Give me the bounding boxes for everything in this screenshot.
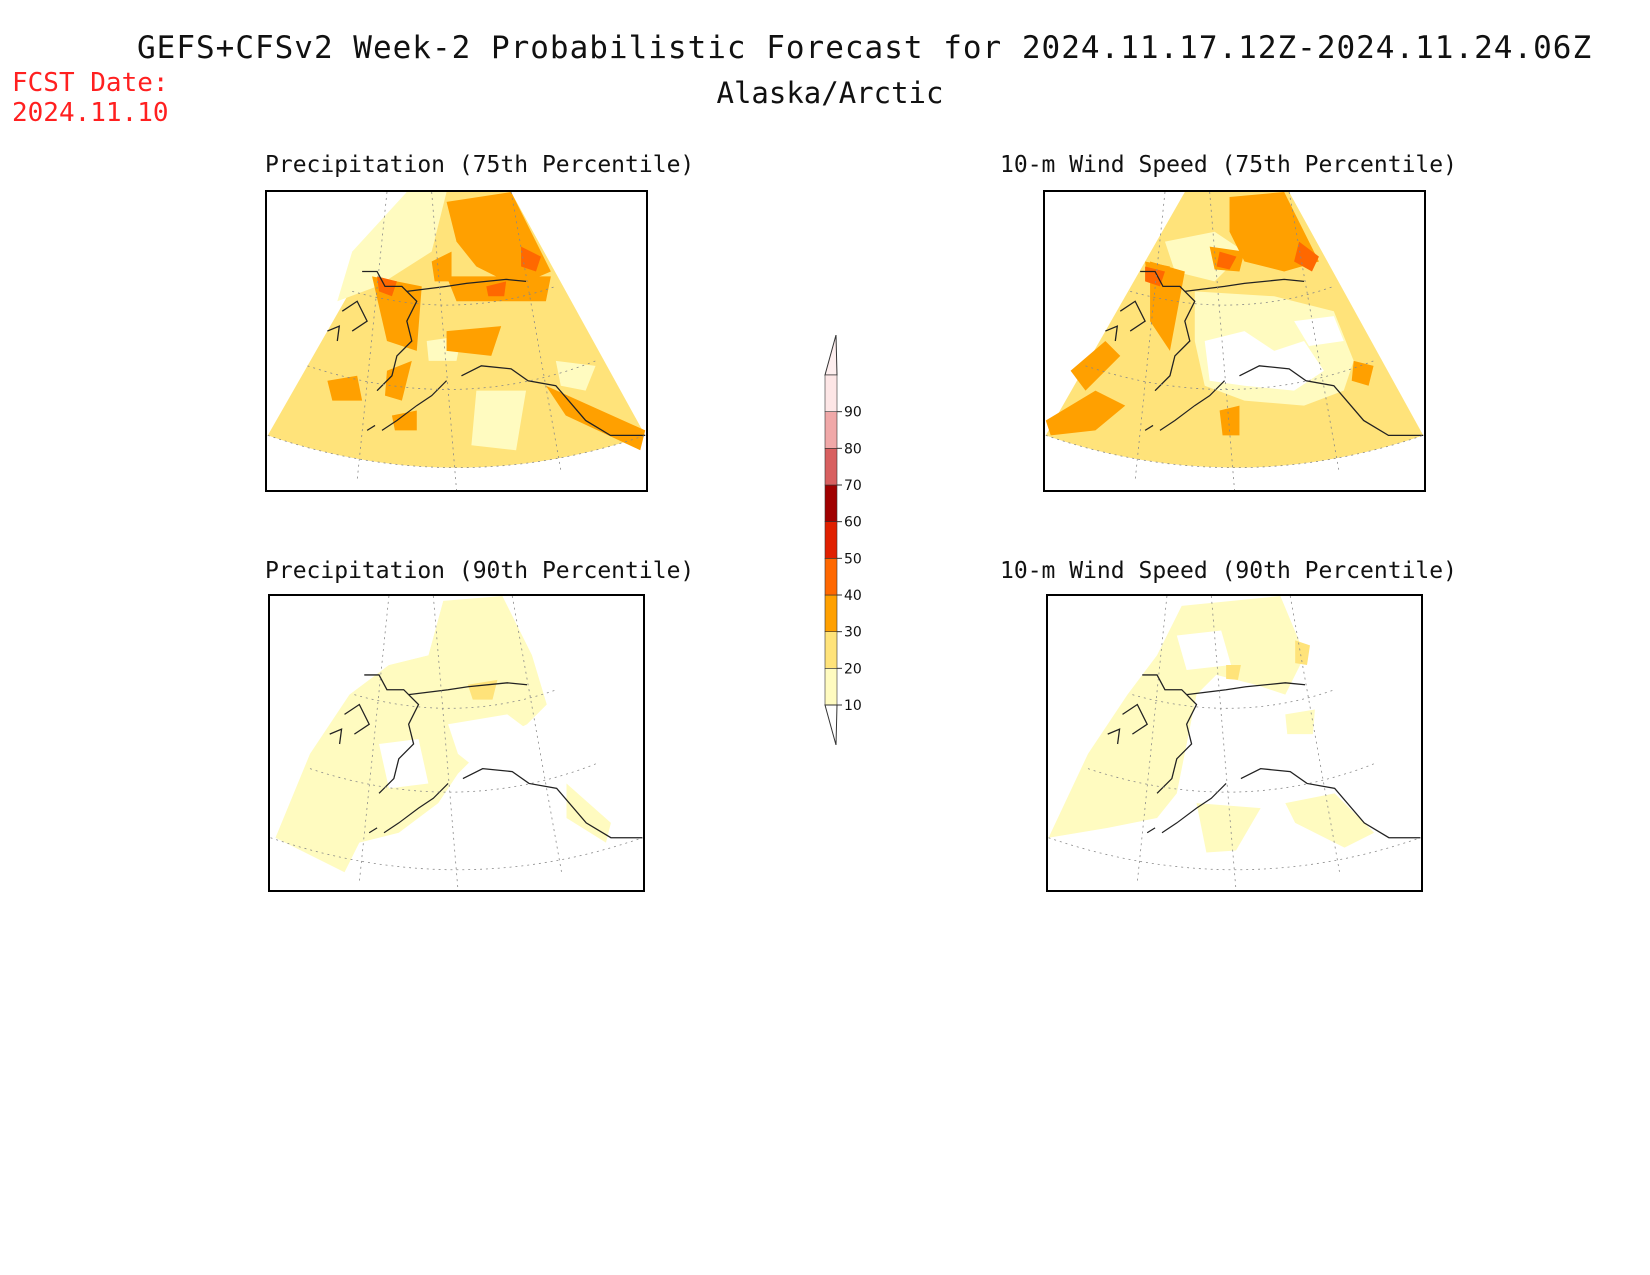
coastline [327, 270, 646, 437]
orange-region [1219, 405, 1240, 436]
colorbar-bin [824, 411, 838, 449]
colorbar-bin [824, 668, 838, 706]
orange-region [327, 375, 363, 401]
colorbar-bottom-cap [824, 704, 838, 745]
white-region [339, 600, 444, 690]
map-precip90 [270, 596, 643, 890]
panel-title-wind75: 10-m Wind Speed (75th Percentile) [1000, 152, 1457, 178]
main-title: GEFS+CFSv2 Week-2 Probabilistic Forecast… [137, 30, 1593, 66]
light-region [1285, 709, 1315, 735]
colorbar-tick-label: 60 [844, 515, 862, 531]
colorbar-tick-label: 70 [844, 478, 862, 494]
orange-region [384, 360, 412, 401]
graticule [356, 192, 562, 490]
orange-region [1045, 390, 1126, 436]
map-panel-wind90 [1046, 594, 1423, 892]
orange-region [545, 385, 646, 451]
colorbar-bin [824, 374, 838, 412]
orange-region [446, 326, 502, 356]
white-region [1204, 331, 1324, 391]
colorbar-top-cap [824, 335, 838, 376]
colorbar-bin [824, 521, 838, 559]
light-region [471, 390, 527, 451]
white-region [379, 739, 429, 789]
colorbar-tick-label: 20 [844, 661, 862, 677]
colorbar-bin [824, 631, 838, 669]
colorbar-tick-label: 30 [844, 625, 862, 641]
colorbar-tick-label: 10 [844, 698, 862, 714]
darkorange-region [1216, 251, 1237, 270]
graticule [1136, 596, 1340, 890]
light-region [566, 783, 611, 843]
light-region [337, 192, 447, 302]
graticule [1045, 285, 1424, 469]
coastline [1144, 380, 1225, 431]
graticule [267, 285, 646, 469]
yellow-region [1295, 640, 1310, 666]
coastline [329, 674, 643, 839]
graticule [270, 689, 643, 871]
orange-region [431, 251, 452, 282]
colorbar-bin [824, 448, 838, 486]
panel-title-precip75: Precipitation (75th Percentile) [265, 152, 695, 178]
coastline [1146, 783, 1227, 834]
panel-title-wind90: 10-m Wind Speed (90th Percentile) [1000, 558, 1457, 584]
orange-region [1351, 360, 1374, 386]
panel-title-precip90: Precipitation (90th Percentile) [265, 558, 695, 584]
white-region [448, 714, 547, 779]
graticule [358, 596, 562, 890]
map-panel-precip75 [265, 190, 648, 492]
white-region [1294, 316, 1344, 346]
colorbar-bin [824, 558, 838, 596]
map-wind75 [1045, 192, 1424, 490]
darkorange-region [486, 281, 507, 297]
orange-region [1070, 341, 1121, 391]
coastline [368, 783, 449, 834]
light-region [1285, 793, 1375, 848]
map-precip75 [267, 192, 646, 490]
colorbar-bin [824, 484, 838, 522]
white-region [1176, 630, 1232, 670]
colorbar-tick-label: 90 [844, 405, 862, 421]
map-panel-wind75 [1043, 190, 1426, 492]
darkorange-region [521, 246, 541, 272]
colorbar-tick-label: 80 [844, 441, 862, 457]
graticule [1134, 192, 1340, 490]
fan-domain [267, 192, 646, 468]
map-wind90 [1048, 596, 1421, 890]
coastline [1105, 270, 1424, 437]
light-region [1196, 803, 1261, 853]
light-region [1048, 596, 1306, 838]
orange-region [391, 410, 417, 431]
colorbar-tick-label: 50 [844, 551, 862, 567]
coastline [366, 380, 447, 431]
coastline [1107, 674, 1421, 839]
colorbar-tick-label: 40 [844, 588, 862, 604]
forecast-date-label: FCST Date: [12, 68, 169, 98]
darkorange-region [1294, 241, 1319, 272]
forecast-date-value: 2024.11.10 [12, 98, 169, 128]
light-region [555, 360, 596, 391]
region-label: Alaska/Arctic [716, 76, 944, 110]
forecast-date-block: FCST Date: 2024.11.10 [12, 68, 169, 128]
region-subtitle: Alaska/Arctic [0, 76, 1650, 110]
colorbar-bin [824, 594, 838, 632]
yellow-region [1226, 665, 1241, 680]
graticule [1048, 689, 1421, 871]
colorbar: 10 20 30 40 50 60 70 80 90 [824, 335, 862, 745]
map-panel-precip90 [268, 594, 645, 892]
